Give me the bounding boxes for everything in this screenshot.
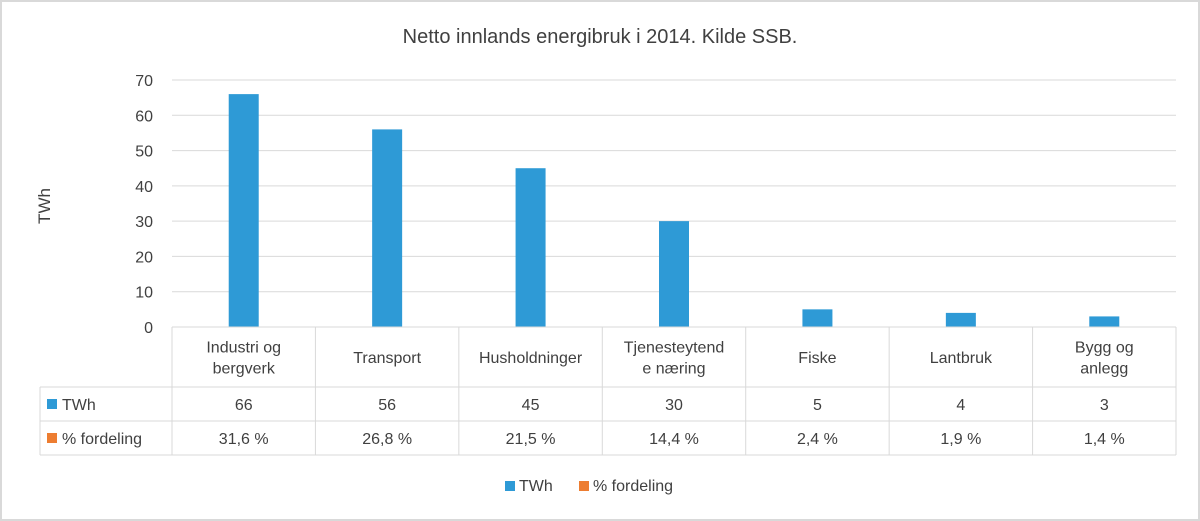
legend-key [505, 481, 515, 491]
table-cell: 26,8 % [362, 431, 412, 448]
category-label: Tjenesteytend [624, 340, 725, 357]
bar [372, 129, 403, 327]
category-label: e næring [642, 361, 705, 378]
category-label: anlegg [1080, 361, 1128, 378]
table-cell: 56 [378, 397, 396, 414]
bar [802, 309, 833, 327]
row-header: % fordeling [62, 431, 142, 448]
table-cell: 3 [1100, 397, 1109, 414]
y-tick-label: 60 [135, 108, 153, 125]
row-legend-key [47, 399, 57, 409]
category-label: bergverk [213, 361, 276, 378]
table-cell: 30 [665, 397, 683, 414]
bar [515, 168, 546, 327]
category-label: Bygg og [1075, 340, 1134, 357]
y-tick-label: 70 [135, 73, 153, 90]
y-tick-label: 20 [135, 249, 153, 266]
y-tick-label: 40 [135, 179, 153, 196]
table-cell: 66 [235, 397, 253, 414]
table-cell: 31,6 % [219, 431, 269, 448]
y-tick-label: 0 [144, 320, 153, 337]
y-tick-labels: 0 10 20 30 40 50 60 70 [135, 73, 153, 337]
chart-title: Netto innlands energibruk i 2014. Kilde … [403, 26, 798, 48]
y-axis-label: TWh [35, 188, 54, 224]
y-tick-label: 10 [135, 285, 153, 302]
bars [228, 94, 1120, 327]
category-label: Lantbruk [930, 350, 993, 367]
category-label: Fiske [798, 350, 836, 367]
legend: TWh % fordeling [505, 478, 673, 495]
table-cell: 4 [956, 397, 965, 414]
bar [659, 221, 689, 327]
legend-label: % fordeling [593, 478, 673, 495]
table-cell: 21,5 % [506, 431, 556, 448]
y-tick-label: 50 [135, 144, 153, 161]
row-legend-key [47, 433, 57, 443]
data-table: Industri og bergverk Transport Husholdninge… [39, 326, 1177, 456]
category-label: Industri og [206, 340, 281, 357]
table-cell: 45 [522, 397, 540, 414]
table-cell: 2,4 % [797, 431, 838, 448]
legend-label: TWh [519, 478, 553, 495]
y-tick-label: 30 [135, 214, 153, 231]
bar [945, 312, 976, 327]
table-cell: 1,4 % [1084, 431, 1125, 448]
category-label: Transport [353, 350, 421, 367]
table-cell: 1,9 % [940, 431, 981, 448]
category-label: Husholdninger [479, 350, 583, 367]
bar [228, 94, 259, 327]
legend-key [579, 481, 589, 491]
row-header: TWh [62, 397, 96, 414]
table-cell: 14,4 % [649, 431, 699, 448]
bar [1089, 316, 1120, 327]
table-cell: 5 [813, 397, 822, 414]
